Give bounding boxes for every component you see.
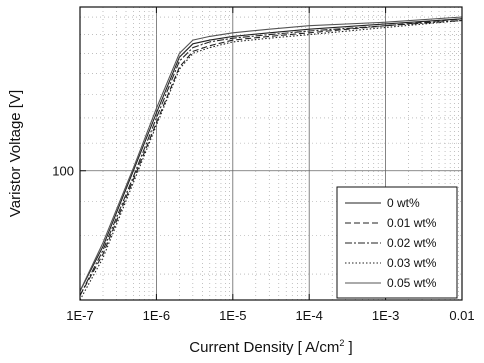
legend-box — [336, 186, 458, 299]
plot-frame — [79, 6, 463, 301]
x-tick-label: 1E-5 — [219, 308, 246, 323]
legend: 0 wt% 0.01 wt% 0.02 wt% 0.03 wt% 0.05 wt% — [336, 186, 458, 299]
x-tick-label: 1E-3 — [372, 308, 399, 323]
x-tick-label: 1E-6 — [143, 308, 170, 323]
series-line-1 — [79, 18, 463, 296]
series-lines — [79, 16, 463, 301]
x-tick-label: 1E-4 — [295, 308, 322, 323]
legend-label-4: 0.05 wt% — [387, 276, 437, 290]
x-tick-label: 0.01 — [449, 308, 474, 323]
x-tick-label: 1E-7 — [66, 308, 93, 323]
series-line-3 — [79, 19, 463, 301]
legend-label-2: 0.02 wt% — [387, 236, 437, 250]
series-line-0 — [79, 18, 463, 292]
axis-ticks: 1E-7 1E-6 1E-5 1E-4 1E-3 0.01 100 — [52, 7, 475, 323]
legend-label-3: 0.03 wt% — [387, 256, 437, 270]
series-line-2 — [79, 19, 463, 296]
y-axis-title: Varistor Voltage [V] — [7, 90, 24, 217]
legend-label-0: 0 wt% — [387, 196, 420, 210]
y-tick-label: 100 — [52, 164, 74, 179]
series-line-4 — [79, 16, 463, 292]
x-axis-title: Current Density [ A/cm2 ] — [189, 338, 352, 356]
legend-label-1: 0.01 wt% — [387, 216, 437, 230]
